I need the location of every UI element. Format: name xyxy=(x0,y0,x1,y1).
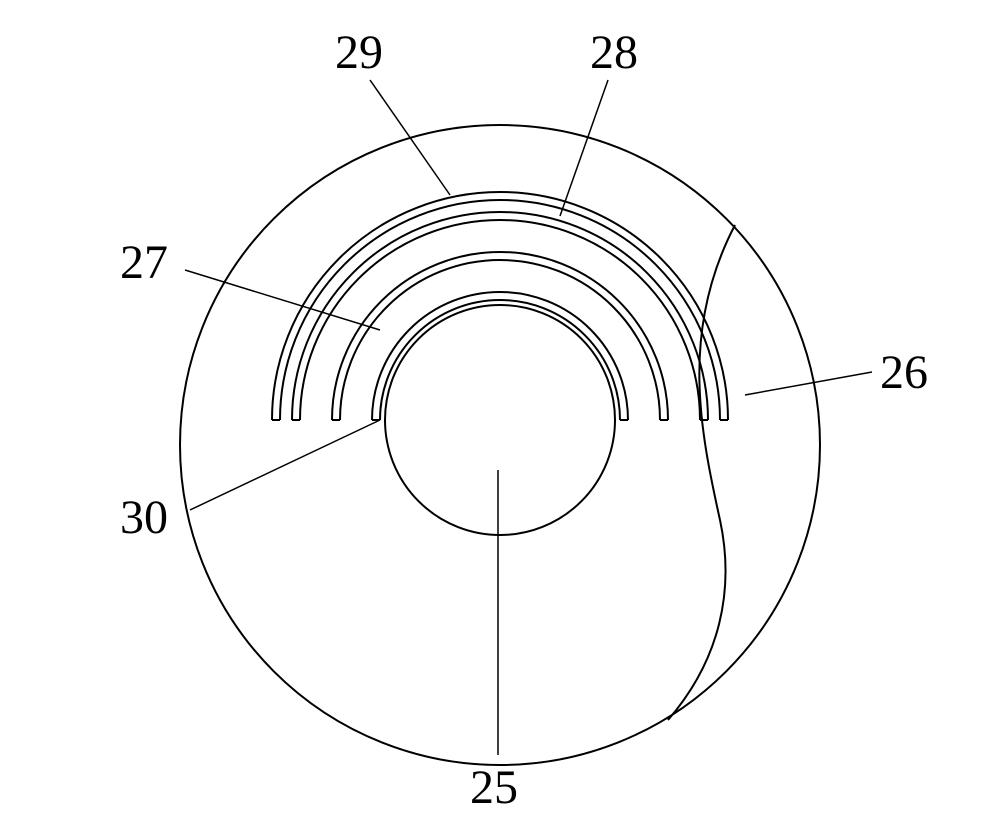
technical-drawing xyxy=(0,0,1000,801)
label-28: 28 xyxy=(590,25,638,80)
label-29: 29 xyxy=(335,25,383,80)
label-27: 27 xyxy=(120,235,168,290)
label-30: 30 xyxy=(120,490,168,545)
label-25: 25 xyxy=(470,760,518,815)
label-26: 26 xyxy=(880,345,928,400)
